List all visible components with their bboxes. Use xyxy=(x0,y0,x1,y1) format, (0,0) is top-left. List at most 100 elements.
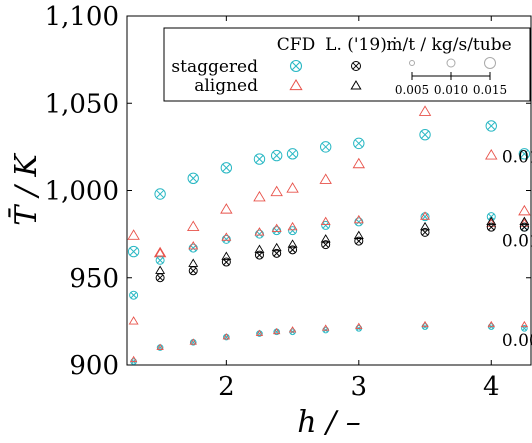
legend-marker-lit-staggered xyxy=(351,61,361,71)
x-tick-label: 3 xyxy=(351,372,368,402)
size-scale-label: 0.015 xyxy=(473,83,507,97)
data-point-aligned-cfd xyxy=(321,324,330,331)
flow-rate-annotation: 0.005 xyxy=(502,331,532,351)
size-scale-circle xyxy=(484,57,496,69)
data-point-staggered-lit xyxy=(354,236,364,246)
y-axis: 900 950 1,000 1,050 1,100 xyxy=(45,2,531,381)
data-point-aligned-cfd xyxy=(355,322,363,329)
legend-marker-cfd-aligned xyxy=(289,78,303,91)
data-point-aligned-cfd xyxy=(272,327,281,335)
data-point-aligned-cfd xyxy=(255,329,264,336)
data-point-aligned-cfd xyxy=(220,203,233,214)
data-point-aligned-lit xyxy=(254,244,265,253)
data-point-aligned-cfd xyxy=(128,316,139,325)
data-point-staggered-lit xyxy=(486,222,496,232)
data-point-aligned-cfd xyxy=(271,223,282,232)
data-point-aligned-cfd xyxy=(254,227,265,236)
data-point-aligned-cfd xyxy=(418,105,432,116)
legend-col-cfd: CFD xyxy=(277,35,315,55)
legend-marker-lit-aligned xyxy=(350,80,362,90)
data-point-staggered-cfd xyxy=(188,243,198,253)
size-scale-label: 0.005 xyxy=(395,83,429,97)
data-point-aligned-lit xyxy=(320,234,331,243)
data-point-aligned-cfd xyxy=(352,157,366,169)
data-point-aligned-cfd xyxy=(485,148,498,160)
data-point-staggered-cfd xyxy=(319,141,332,153)
y-axis-title: T̄ / K xyxy=(8,153,44,226)
data-point-staggered-cfd xyxy=(353,137,365,150)
data-point-aligned-cfd xyxy=(155,248,166,257)
data-point-staggered-cfd xyxy=(419,128,431,141)
data-point-aligned-cfd xyxy=(486,218,497,227)
data-point-staggered-cfd xyxy=(220,162,233,174)
data-point-staggered-cfd xyxy=(518,148,531,160)
data-point-staggered-lit xyxy=(519,222,529,232)
flow-rate-annotation: 0.015 xyxy=(502,148,532,168)
data-point-aligned-lit xyxy=(486,216,497,226)
data-point-aligned-cfd xyxy=(221,232,232,241)
data-point-staggered-lit xyxy=(420,227,430,237)
y-tick-label: 950 xyxy=(69,264,119,294)
data-point-staggered-cfd xyxy=(154,188,166,200)
y-tick-label: 1,050 xyxy=(45,89,119,119)
legend-col-lit: L. ('19) xyxy=(325,35,387,55)
y-tick-label: 900 xyxy=(69,351,119,381)
x-axis: 2 3 4 xyxy=(218,16,500,402)
data-point-aligned-lit xyxy=(353,230,364,239)
data-point-aligned-cfd xyxy=(189,338,197,345)
data-point-staggered-cfd xyxy=(129,290,139,300)
data-point-staggered-lit xyxy=(288,245,298,255)
data-point-staggered-lit xyxy=(188,266,198,276)
x-tick-label: 4 xyxy=(483,372,500,402)
legend-row-staggered: staggered xyxy=(171,57,258,77)
data-point-aligned-cfd xyxy=(253,190,266,202)
data-point-staggered-cfd xyxy=(321,220,331,230)
legend-size-title: ṁ/t / kg/s/tube xyxy=(386,35,511,55)
x-tick-label: 2 xyxy=(218,372,235,402)
data-point-staggered-cfd xyxy=(127,245,140,258)
data-point-aligned-cfd xyxy=(156,343,164,350)
data-point-aligned-cfd xyxy=(421,320,429,328)
data-point-staggered-cfd xyxy=(272,226,282,236)
data-point-aligned-cfd xyxy=(420,211,431,220)
y-axis-label: T̄ / K xyxy=(8,153,44,226)
data-point-aligned-cfd xyxy=(188,241,199,250)
data-point-aligned-lit xyxy=(287,239,298,248)
data-point-aligned-lit xyxy=(188,258,199,267)
data-point-staggered-cfd xyxy=(354,217,364,227)
size-scale-circle xyxy=(446,58,456,68)
size-scale: 0.005 0.010 0.015 xyxy=(395,57,507,97)
data-point-aligned-lit xyxy=(519,216,530,226)
data-point-aligned-cfd xyxy=(353,214,364,224)
data-point-staggered-lit xyxy=(155,273,165,283)
flow-rate-annotation: 0.010 xyxy=(502,231,532,251)
data-point-staggered-cfd xyxy=(270,149,283,162)
data-point-staggered-lit xyxy=(254,250,264,260)
data-point-aligned-cfd xyxy=(222,333,231,340)
data-point-aligned-cfd xyxy=(288,326,297,333)
data-point-aligned-cfd xyxy=(520,320,529,328)
data-point-aligned-cfd xyxy=(319,173,332,184)
y-tick-label: 1,100 xyxy=(45,2,119,32)
data-point-staggered-lit xyxy=(221,257,231,267)
data-point-aligned-cfd xyxy=(127,229,140,240)
data-point-aligned-lit xyxy=(221,251,232,260)
data-point-staggered-cfd xyxy=(187,172,199,184)
data-point-aligned-cfd xyxy=(270,185,283,197)
data-point-aligned-cfd xyxy=(518,204,531,216)
data-point-aligned-cfd xyxy=(320,216,331,226)
data-point-aligned-cfd xyxy=(129,355,138,363)
data-point-aligned-lit xyxy=(420,221,431,231)
data-point-aligned-lit xyxy=(155,265,166,274)
legend-marker-cfd-staggered xyxy=(289,59,303,73)
data-point-aligned-cfd xyxy=(187,220,200,232)
data-point-staggered-cfd xyxy=(254,229,264,239)
data-point-aligned-cfd xyxy=(287,221,298,231)
flow-rate-annotations: 0.015 0.010 0.005 xyxy=(502,148,532,351)
data-point-staggered-cfd xyxy=(253,153,266,165)
data-point-aligned-lit xyxy=(271,242,282,252)
data-points xyxy=(127,105,531,365)
legend-row-aligned: aligned xyxy=(194,76,258,96)
legend-markers xyxy=(289,59,362,91)
